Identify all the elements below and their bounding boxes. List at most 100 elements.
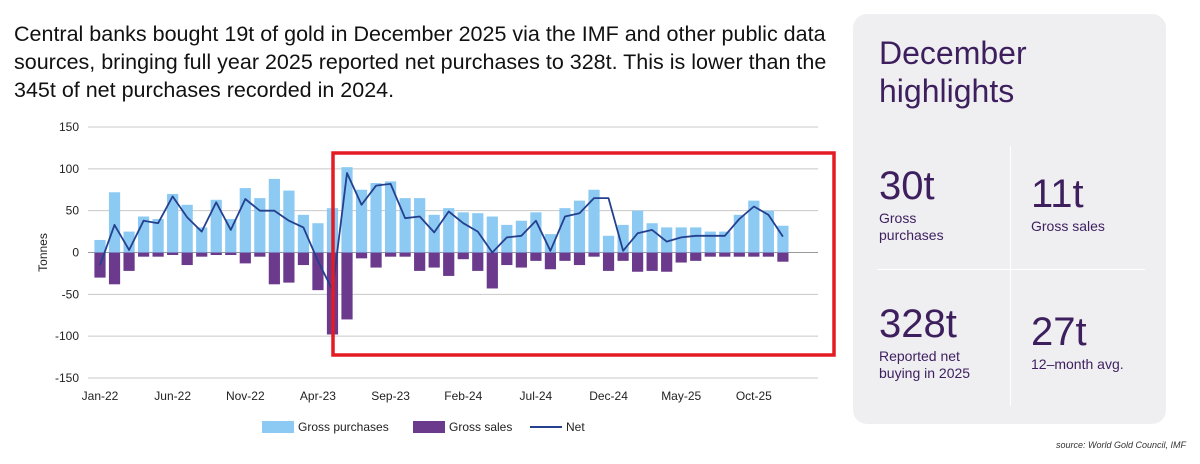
bar-gross-sales — [704, 252, 716, 257]
bar-gross-sales — [632, 252, 644, 272]
bar-gross-sales — [472, 252, 484, 271]
bar-gross-purchases — [457, 212, 469, 253]
y-tick-label: 100 — [59, 162, 79, 176]
chart: 150 100 50 0 -50 -100 -150 Tonnes Jan-22 Jun-22 N… — [36, 120, 836, 434]
bar-gross-sales — [486, 252, 498, 289]
bar-gross-sales — [268, 252, 280, 285]
bar-gross-purchases — [239, 188, 251, 253]
legend-label-gross-purchases: Gross purchases — [298, 420, 389, 434]
stat-12-month-avg-value: 27t — [1031, 310, 1087, 354]
bar-gross-sales — [588, 252, 600, 257]
bars — [94, 167, 789, 335]
panel-title: December highlights — [879, 35, 1027, 109]
bar-gross-purchases — [414, 198, 426, 253]
bar-gross-sales — [777, 252, 789, 262]
bar-gross-purchases — [123, 231, 135, 253]
y-axis: 150 100 50 0 -50 -100 -150 Tonnes — [36, 120, 79, 385]
stat-net-buying-label: Reported net buying in 2025 — [879, 348, 971, 381]
bar-gross-purchases — [94, 239, 106, 253]
bar-gross-purchases — [617, 224, 629, 253]
bar-gross-sales — [501, 252, 513, 266]
bar-gross-sales — [733, 252, 745, 257]
bar-gross-purchases — [108, 192, 121, 253]
bar-gross-sales — [196, 252, 208, 257]
bar-gross-sales — [515, 252, 527, 268]
legend-swatch-gross-purchases — [262, 421, 294, 433]
bar-gross-purchases — [181, 204, 193, 253]
bar-gross-sales — [414, 252, 426, 271]
bar-gross-purchases — [196, 227, 208, 253]
bar-gross-sales — [283, 252, 295, 283]
bar-gross-sales — [559, 252, 571, 261]
bar-gross-sales — [181, 252, 193, 266]
stat-gross-sales-label: Gross sales — [1031, 218, 1105, 234]
bar-gross-purchases — [530, 212, 542, 253]
bar-gross-sales — [254, 252, 266, 257]
stat-gross-purchases-label: Gross purchases — [879, 210, 944, 243]
bar-gross-purchases — [268, 178, 280, 253]
bar-gross-purchases — [385, 181, 397, 253]
bar-gross-sales — [690, 252, 702, 261]
bar-gross-sales — [137, 252, 150, 257]
bar-gross-purchases — [762, 210, 774, 253]
bar-gross-sales — [167, 252, 179, 256]
bar-gross-purchases — [544, 234, 557, 253]
source-note: source: World Gold Council, IMF — [1055, 440, 1186, 450]
x-axis: Jan-22 Jun-22 Nov-22 Apr-23 Sep-23 Feb-24 Jul-… — [82, 389, 773, 403]
bar-gross-purchases — [312, 223, 324, 253]
bar-gross-purchases — [704, 231, 716, 253]
x-tick-label: Jan-22 — [82, 389, 119, 403]
x-tick-label: Jun-22 — [154, 389, 191, 403]
x-tick-label: Sep-23 — [371, 389, 410, 403]
bar-gross-sales — [573, 252, 586, 266]
bar-gross-sales — [544, 252, 557, 270]
x-tick-label: Jul-24 — [520, 389, 553, 403]
bar-gross-purchases — [167, 193, 179, 253]
bar-gross-sales — [530, 252, 542, 261]
net-series — [99, 172, 784, 292]
bar-gross-sales — [312, 252, 324, 291]
bar-gross-purchases — [137, 216, 150, 253]
bar-gross-sales — [661, 252, 673, 272]
bar-gross-sales — [123, 252, 135, 271]
bar-gross-purchases — [225, 219, 237, 253]
bar-gross-sales — [762, 252, 774, 257]
x-tick-label: Feb-24 — [444, 389, 482, 403]
bar-gross-purchases — [443, 208, 455, 253]
bar-gross-sales — [602, 252, 615, 271]
highlight-box-group — [331, 151, 836, 357]
bar-gross-sales — [152, 252, 164, 257]
bar-gross-purchases — [399, 198, 411, 253]
bar-gross-sales — [675, 252, 687, 263]
bar-gross-sales — [385, 252, 397, 257]
bar-gross-sales — [428, 252, 440, 268]
bar-gross-sales — [210, 252, 222, 256]
stat-gross-sales-value: 11t — [1031, 172, 1084, 216]
y-tick-label: -50 — [62, 287, 80, 301]
panel-divider-vertical — [1010, 146, 1011, 406]
x-tick-label: Dec-24 — [589, 389, 628, 403]
bar-gross-purchases — [588, 189, 600, 253]
bar-gross-sales — [748, 252, 760, 257]
bar-gross-purchases — [661, 227, 673, 253]
y-tick-label: 0 — [72, 246, 79, 260]
legend-label-net: Net — [566, 420, 585, 434]
bar-gross-purchases — [501, 224, 513, 253]
bar-gross-purchases — [370, 183, 382, 253]
bar-gross-purchases — [559, 208, 571, 253]
december-highlights-panel: December highlights 30t Gross purchases … — [853, 14, 1166, 424]
bar-gross-sales — [355, 252, 368, 259]
stat-12-month-avg-label: 12–month avg. — [1031, 356, 1124, 372]
y-axis-label: Tonnes — [36, 233, 50, 272]
bar-gross-purchases — [646, 223, 658, 253]
bar-gross-sales — [399, 252, 411, 257]
bar-gross-purchases — [297, 214, 310, 253]
legend-label-gross-sales: Gross sales — [449, 420, 512, 434]
y-tick-label: 150 — [59, 120, 79, 134]
bar-gross-purchases — [486, 216, 498, 253]
bar-gross-purchases — [719, 231, 731, 253]
bar-gross-purchases — [573, 200, 586, 253]
bar-gross-purchases — [675, 227, 687, 253]
legend-swatch-gross-sales — [413, 421, 445, 433]
bar-gross-purchases — [748, 200, 760, 253]
